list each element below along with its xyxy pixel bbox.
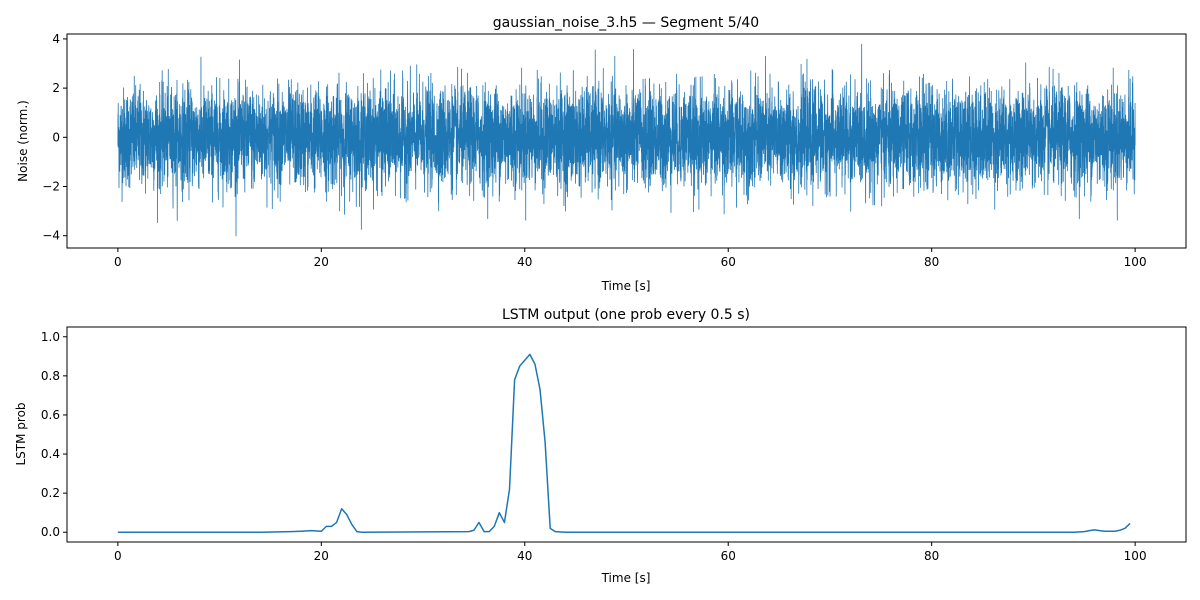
noise-y-tick-label: 2 (52, 81, 60, 95)
noise-trace-group (117, 43, 1136, 237)
noise-y-axis-label: Noise (norm.) (16, 100, 30, 182)
noise-x-ticks: 0 20 40 60 80 100 (114, 248, 1147, 269)
lstm-y-tick-label: 0.6 (41, 408, 60, 422)
lstm-y-tick-label: 0.0 (41, 525, 60, 539)
noise-y-tick-label: −4 (42, 229, 60, 243)
lstm-y-tick-label: 0.2 (41, 486, 60, 500)
noise-x-axis-label: Time [s] (601, 279, 651, 293)
noise-x-tick-label: 0 (114, 255, 122, 269)
lstm-y-tick-label: 0.8 (41, 369, 60, 383)
noise-axes-frame (66, 33, 1187, 249)
lstm-x-axis-label: Time [s] (601, 571, 651, 585)
noise-x-tick-label: 20 (314, 255, 329, 269)
noise-series-line (117, 43, 1136, 237)
lstm-x-tick-label: 100 (1124, 549, 1147, 563)
lstm-y-tick-label: 0.4 (41, 447, 60, 461)
lstm-x-tick-label: 60 (721, 549, 736, 563)
lstm-x-tick-label: 80 (924, 549, 939, 563)
lstm-x-ticks: 0 20 40 60 80 100 (114, 542, 1147, 563)
lstm-axes-frame (66, 326, 1187, 543)
noise-y-tick-label: 0 (52, 130, 60, 144)
noise-y-tick-label: 4 (52, 32, 60, 46)
noise-x-tick-label: 100 (1124, 255, 1147, 269)
lstm-y-axis-label: LSTM prob (14, 402, 28, 465)
lstm-panel-title: LSTM output (one prob every 0.5 s) (502, 307, 750, 323)
lstm-y-ticks: 0.0 0.2 0.4 0.6 0.8 1.0 (41, 330, 67, 539)
noise-y-ticks: −4 −2 0 2 4 (42, 32, 67, 243)
lstm-x-tick-label: 0 (114, 549, 122, 563)
lstm-y-tick-label: 1.0 (41, 330, 60, 344)
noise-x-tick-label: 40 (517, 255, 532, 269)
noise-y-tick-label: −2 (42, 180, 60, 194)
noise-panel: gaussian_noise_3.h5 — Segment 5/40 0 20 40… (16, 15, 1187, 293)
lstm-panel: LSTM output (one prob every 0.5 s) 0 20 40… (14, 307, 1187, 585)
lstm-series-line (117, 353, 1131, 533)
noise-panel-title: gaussian_noise_3.h5 — Segment 5/40 (493, 15, 759, 31)
lstm-x-tick-label: 20 (314, 549, 329, 563)
lstm-trace-group (117, 353, 1131, 533)
noise-x-tick-label: 60 (721, 255, 736, 269)
lstm-x-tick-label: 40 (517, 549, 532, 563)
noise-x-tick-label: 80 (924, 255, 939, 269)
